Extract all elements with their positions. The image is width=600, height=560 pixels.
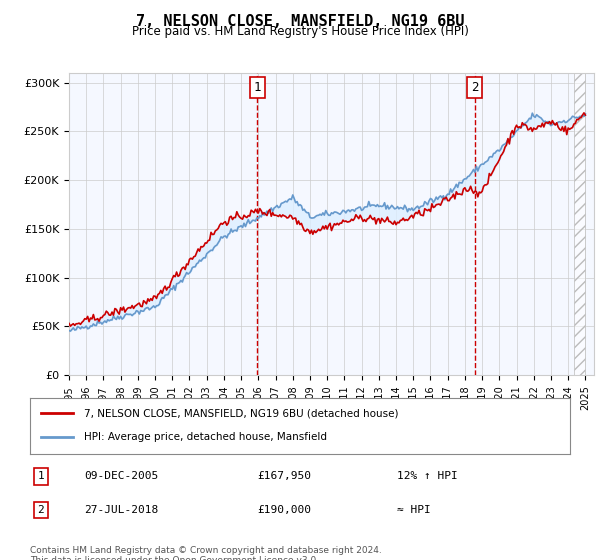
Text: 27-JUL-2018: 27-JUL-2018 bbox=[84, 505, 158, 515]
Text: 1: 1 bbox=[37, 472, 44, 482]
Text: 1: 1 bbox=[254, 81, 261, 94]
Text: ≈ HPI: ≈ HPI bbox=[397, 505, 431, 515]
Text: 7, NELSON CLOSE, MANSFIELD, NG19 6BU (detached house): 7, NELSON CLOSE, MANSFIELD, NG19 6BU (de… bbox=[84, 408, 398, 418]
Text: 12% ↑ HPI: 12% ↑ HPI bbox=[397, 472, 458, 482]
Text: 2: 2 bbox=[37, 505, 44, 515]
Text: £167,950: £167,950 bbox=[257, 472, 311, 482]
Text: 7, NELSON CLOSE, MANSFIELD, NG19 6BU: 7, NELSON CLOSE, MANSFIELD, NG19 6BU bbox=[136, 14, 464, 29]
Text: HPI: Average price, detached house, Mansfield: HPI: Average price, detached house, Mans… bbox=[84, 432, 327, 442]
Text: £190,000: £190,000 bbox=[257, 505, 311, 515]
Text: Contains HM Land Registry data © Crown copyright and database right 2024.
This d: Contains HM Land Registry data © Crown c… bbox=[30, 546, 382, 560]
Text: 2: 2 bbox=[471, 81, 479, 94]
Text: Price paid vs. HM Land Registry's House Price Index (HPI): Price paid vs. HM Land Registry's House … bbox=[131, 25, 469, 38]
Text: 09-DEC-2005: 09-DEC-2005 bbox=[84, 472, 158, 482]
